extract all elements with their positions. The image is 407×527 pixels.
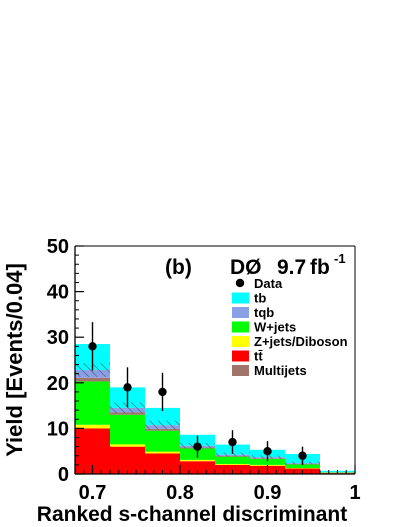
bar-multijets-1 <box>110 412 145 415</box>
legend-label: Multijets <box>254 363 307 378</box>
legend-label: tb <box>254 291 266 306</box>
legend-label: Z+jets/Diboson <box>254 334 348 349</box>
data-point-6 <box>298 451 307 460</box>
y-tick-label-5: 50 <box>47 236 69 258</box>
panel-tag: (b) <box>165 256 192 279</box>
bar-w-jets-0 <box>75 381 110 425</box>
bar-w-jets-4 <box>215 456 250 464</box>
legend-item-4: Z+jets/Diboson <box>232 334 348 349</box>
bar-w-jets-1 <box>110 414 145 445</box>
data-point-4 <box>228 437 237 447</box>
legend-marker-data <box>235 278 245 288</box>
bar-z-jets-diboson-0 <box>75 424 110 429</box>
y-tick-label-3: 30 <box>47 327 69 349</box>
data-point-2 <box>158 387 167 397</box>
uncertainty-band-1 <box>110 402 145 414</box>
bar-tt--4 <box>215 464 250 474</box>
legend-label: W+jets <box>254 320 296 335</box>
bar-w-jets-2 <box>145 430 180 452</box>
bar-w-jets-5 <box>250 458 285 465</box>
x-tick-label-2: 0.9 <box>254 482 282 504</box>
bar-multijets-0 <box>75 377 110 382</box>
legend-swatch <box>232 350 249 362</box>
x-tick-label-3: 1 <box>349 482 360 504</box>
legend-swatch <box>232 292 249 304</box>
data-point-3 <box>193 442 202 451</box>
y-tick-label-4: 40 <box>47 282 69 304</box>
bar-z-jets-diboson-2 <box>145 451 180 454</box>
x-tick-label-1: 0.8 <box>166 482 194 504</box>
luminosity-unit: fb <box>310 256 330 279</box>
ticks: 0 10 20 30 40 50 0.7 0.8 0.9 1 <box>47 236 361 504</box>
legend-label: tqb <box>254 305 274 320</box>
data-point-1 <box>123 383 132 392</box>
y-tick-label-2: 20 <box>47 373 69 395</box>
legend-item-0: Data <box>235 276 283 291</box>
bar-z-jets-diboson-4 <box>215 463 250 465</box>
legend-label: tt̄ <box>254 349 263 364</box>
data-points <box>88 322 307 465</box>
legend-item-2: tqb <box>232 305 274 320</box>
y-axis-label: Yield [Events/0.04] <box>2 263 27 457</box>
x-axis-label: Ranked s-channel discriminant <box>37 503 347 526</box>
y-tick-label-0: 0 <box>58 464 69 486</box>
experiment-label: DØ 9.7 fb -1 <box>230 251 346 279</box>
bar-w-jets-6 <box>285 464 320 469</box>
bar-z-jets-diboson-3 <box>180 459 215 462</box>
legend-item-5: tt̄ <box>232 349 263 364</box>
bar-tt--2 <box>145 453 180 474</box>
legend-label: Data <box>254 276 283 291</box>
bar-z-jets-diboson-1 <box>110 444 145 447</box>
y-tick-label-1: 10 <box>47 418 69 440</box>
legend-swatch <box>232 336 249 347</box>
experiment-name: DØ <box>230 256 262 279</box>
legend: DatatbtqbW+jetsZ+jets/Dibosontt̄Multijet… <box>232 276 348 378</box>
uncertainty-band-2 <box>145 420 180 430</box>
data-point-0 <box>88 342 97 351</box>
data-point-5 <box>263 447 272 456</box>
bar-tt--1 <box>110 446 145 474</box>
x-tick-label-0: 0.7 <box>79 482 107 504</box>
legend-item-6: Multijets <box>232 363 307 378</box>
legend-item-1: tb <box>232 291 266 306</box>
luminosity-value: 9.7 <box>277 256 306 279</box>
uncertainty-band-4 <box>215 452 250 457</box>
luminosity-exponent: -1 <box>334 251 346 266</box>
legend-swatch <box>232 321 249 333</box>
legend-item-3: W+jets <box>232 320 296 335</box>
legend-swatch <box>232 365 249 376</box>
legend-swatch <box>232 307 249 318</box>
